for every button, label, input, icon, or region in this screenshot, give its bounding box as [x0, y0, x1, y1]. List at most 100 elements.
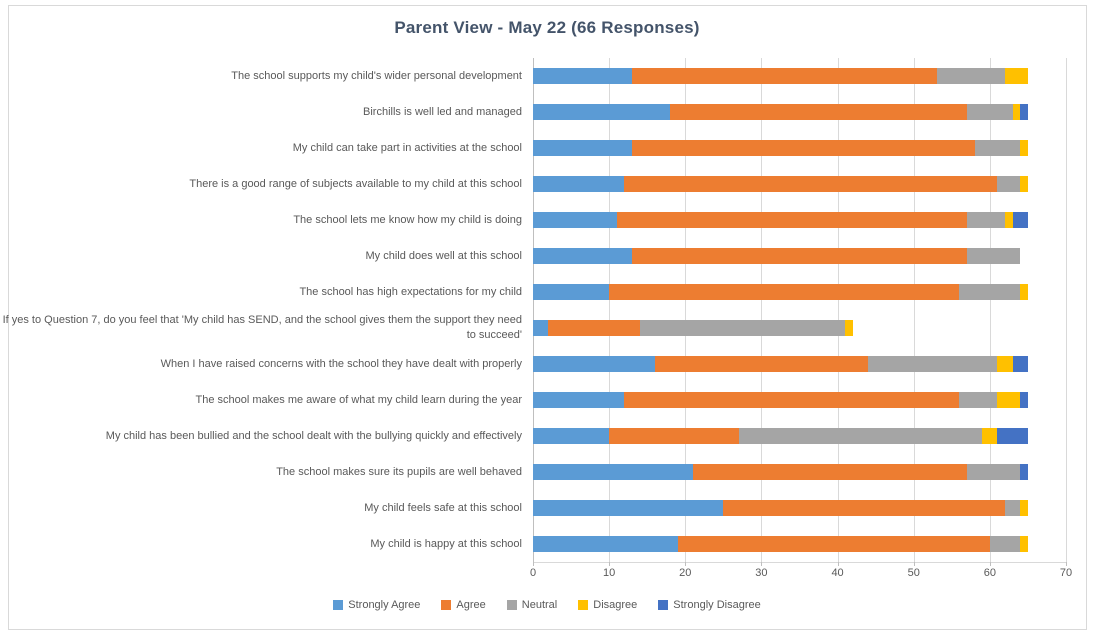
- bar-segment-disagree: [1020, 500, 1028, 516]
- category-label: The school supports my child's wider per…: [231, 69, 522, 82]
- bar-segment-disagree: [997, 392, 1021, 408]
- bar-segment-strongly-disagree: [1020, 392, 1028, 408]
- legend-label: Strongly Disagree: [673, 599, 761, 611]
- bar-segment-neutral: [967, 248, 1021, 264]
- bar-segment-agree: [624, 392, 960, 408]
- bar-segment-neutral: [967, 104, 1013, 120]
- plot-area: [533, 58, 1067, 563]
- bar-segment-neutral: [967, 212, 1006, 228]
- gridline-30: [761, 58, 763, 562]
- legend-label: Disagree: [593, 599, 638, 611]
- bar-segment-strongly-disagree: [1020, 464, 1028, 480]
- bar-segment-agree: [616, 212, 967, 228]
- bar-row: [533, 284, 1028, 300]
- bar-segment-neutral: [959, 392, 998, 408]
- bar-segment-neutral: [1005, 500, 1021, 516]
- bar-segment-disagree: [1005, 212, 1013, 228]
- category-axis: The school supports my child's wider per…: [0, 58, 533, 562]
- bar-segment-disagree: [1020, 284, 1028, 300]
- bar-segment-disagree: [982, 428, 998, 444]
- bar-segment-strongly-disagree: [1020, 104, 1028, 120]
- bar-segment-neutral: [959, 284, 1021, 300]
- bar-row: [533, 536, 1028, 552]
- legend-item-strongly-agree: Strongly Agree: [333, 599, 420, 611]
- bar-segment-disagree: [1005, 68, 1028, 84]
- bar-segment-neutral: [989, 536, 1021, 552]
- legend-item-neutral: Neutral: [506, 599, 558, 611]
- category-label: My child has been bullied and the school…: [105, 429, 522, 442]
- bar-segment-disagree: [1020, 536, 1028, 552]
- bar-segment-neutral: [738, 428, 983, 444]
- bar-segment-strongly-agree: [533, 212, 617, 228]
- bar-segment-agree: [692, 464, 967, 480]
- category-label: The school makes sure its pupils are wel…: [276, 465, 522, 478]
- category-label: The school has high expectations for my …: [299, 285, 522, 298]
- legend-item-disagree: Disagree: [578, 599, 637, 611]
- bar-segment-strongly-agree: [533, 428, 610, 444]
- bar-row: [533, 356, 1028, 372]
- bar-segment-strongly-agree: [533, 176, 625, 192]
- bar-row: [533, 140, 1028, 156]
- bar-segment-strongly-disagree: [1012, 356, 1028, 372]
- gridline-70: [1066, 58, 1067, 562]
- legend-label: Neutral: [521, 599, 558, 611]
- bar-segment-strongly-agree: [533, 356, 655, 372]
- bar-segment-agree: [723, 500, 1006, 516]
- category-label: My child is happy at this school: [370, 537, 522, 550]
- legend-item-agree: Agree: [441, 599, 486, 611]
- category-label: My child does well at this school: [365, 249, 522, 262]
- category-label: There is a good range of subjects availa…: [189, 177, 522, 190]
- bar-segment-agree: [670, 104, 967, 120]
- bar-segment-strongly-agree: [533, 284, 610, 300]
- category-label: Birchills is well led and managed: [363, 105, 522, 118]
- bar-segment-strongly-agree: [533, 464, 693, 480]
- bar-segment-agree: [631, 68, 937, 84]
- legend-marker-icon: [441, 600, 452, 610]
- gridline-40: [837, 58, 839, 562]
- category-label: The school lets me know how my child is …: [293, 213, 522, 226]
- legend: Strongly Agree Agree Neutral Disagree Strong…: [0, 599, 1094, 611]
- bar-segment-strongly-agree: [533, 500, 724, 516]
- category-label: My child feels safe at this school: [364, 501, 522, 514]
- bar-row: [533, 428, 1028, 444]
- bar-segment-agree: [548, 320, 640, 336]
- bar-segment-agree: [624, 176, 998, 192]
- bar-segment-neutral: [639, 320, 846, 336]
- bar-segment-strongly-agree: [533, 104, 671, 120]
- bar-segment-strongly-agree: [533, 248, 632, 264]
- bar-row: [533, 248, 1021, 264]
- bar-segment-strongly-agree: [533, 140, 632, 156]
- legend-marker-icon: [506, 600, 517, 610]
- category-label: If yes to Question 7, do you feel that '…: [2, 314, 522, 341]
- bar-row: [533, 68, 1028, 84]
- bar-segment-neutral: [936, 68, 1006, 84]
- legend-item-strongly-disagree: Strongly Disagree: [658, 599, 761, 611]
- bar-segment-neutral: [997, 176, 1021, 192]
- bar-row: [533, 392, 1028, 408]
- bar-row: [533, 104, 1028, 120]
- gridline-10: [609, 58, 611, 562]
- bar-segment-agree: [609, 284, 960, 300]
- bar-segment-neutral: [974, 140, 1021, 156]
- bar-row: [533, 464, 1028, 480]
- bar-row: [533, 320, 853, 336]
- bar-row: [533, 500, 1028, 516]
- bar-segment-disagree: [997, 356, 1013, 372]
- chart-title: Parent View - May 22 (66 Responses): [394, 18, 700, 37]
- category-label: My child can take part in activities at …: [292, 141, 522, 154]
- bar-segment-strongly-disagree: [997, 428, 1028, 444]
- category-axis-line: [533, 58, 534, 563]
- bar-segment-agree: [654, 356, 869, 372]
- gridline-60: [989, 58, 991, 562]
- bar-segment-agree: [631, 248, 967, 264]
- category-label: When I have raised concerns with the sch…: [160, 357, 522, 370]
- bar-segment-disagree: [1012, 104, 1021, 120]
- legend-marker-icon: [578, 600, 589, 610]
- bar-segment-disagree: [845, 320, 853, 336]
- bar-row: [533, 212, 1028, 228]
- bar-segment-agree: [631, 140, 975, 156]
- bar-segment-strongly-disagree: [1012, 212, 1028, 228]
- bar-segment-disagree: [1020, 176, 1028, 192]
- bar-segment-strongly-agree: [533, 68, 632, 84]
